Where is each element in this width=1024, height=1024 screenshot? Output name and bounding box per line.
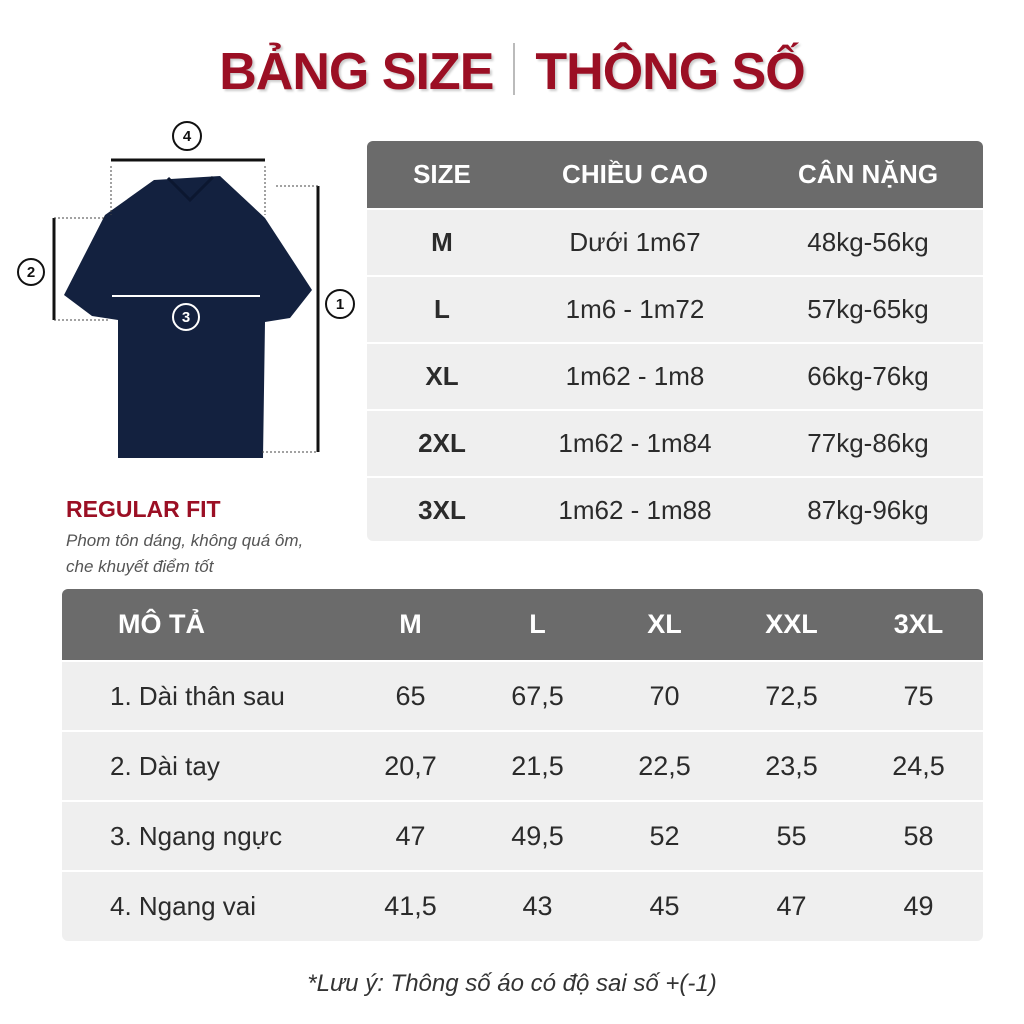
spec-row: 1. Dài thân sau 65 67,5 70 72,5 75 [62,660,983,730]
size-table: SIZE CHIỀU CAO CÂN NẶNG M Dưới 1m67 48kg-5… [367,141,983,541]
marker-2: 2 [17,258,45,286]
spec-value: 43 [522,890,553,921]
fit-name: REGULAR FIT [66,496,221,522]
header-cell: XXL [765,609,818,639]
polo-shirt-image [64,176,312,458]
size-cell: 57kg-65kg [807,294,929,324]
spec-value: 47 [395,820,426,851]
page-title: BẢNG SIZE THÔNG SỐ [0,42,1024,102]
fit-description: Phom tôn dáng, không quá ôm, che khuyết đ… [66,528,366,580]
header-cell: MÔ TẢ [118,609,205,639]
spec-value: 72,5 [765,680,818,711]
size-cell: 66kg-76kg [807,361,929,391]
size-cell: 48kg-56kg [807,227,929,257]
fit-desc-line: Phom tôn dáng, không quá ôm, [66,531,304,550]
spec-value: 65 [395,680,426,711]
marker-1: 1 [325,289,355,319]
spec-value: 47 [776,890,807,921]
spec-label: 2. Dài tay [110,750,220,781]
size-cell: 1m62 - 1m88 [558,495,712,525]
size-cell: M [431,227,453,257]
tolerance-note: *Lưu ý: Thông số áo có độ sai số +(-1) [307,970,717,997]
size-cell: 2XL [418,428,466,458]
spec-value: 52 [649,820,680,851]
spec-value: 22,5 [638,750,691,781]
size-cell: Dưới 1m67 [569,227,701,257]
size-cell: L [434,294,450,324]
fit-desc-line: che khuyết điểm tốt [66,557,214,576]
spec-value: 75 [903,680,934,711]
spec-value: 70 [649,680,680,711]
size-cell: 1m62 - 1m8 [565,361,705,391]
spec-value: 41,5 [384,890,437,921]
size-cell: 3XL [418,495,466,525]
spec-table: MÔ TẢ M L XL XXL 3XL 1. Dài thân sau 65 67… [62,589,983,941]
header-cell: 3XL [893,609,944,639]
svg-text:3: 3 [182,309,190,326]
spec-value: 55 [776,820,807,851]
size-row: XL 1m62 - 1m8 66kg-76kg [367,342,983,409]
marker-4: 4 [172,121,202,151]
size-row: 3XL 1m62 - 1m88 87kg-96kg [367,476,983,541]
title-divider [513,43,516,95]
spec-label: 4. Ngang vai [110,890,256,921]
size-cell: 87kg-96kg [807,495,929,525]
size-row: M Dưới 1m67 48kg-56kg [367,208,983,275]
svg-text:2: 2 [27,264,35,281]
spec-value: 49 [903,890,934,921]
spec-value: 24,5 [892,750,945,781]
spec-value: 23,5 [765,750,818,781]
size-cell: 1m6 - 1m72 [565,294,705,324]
header-cell: SIZE [413,159,471,189]
spec-label: 3. Ngang ngực [110,820,283,851]
spec-value: 49,5 [511,820,564,851]
spec-table-header: MÔ TẢ M L XL XXL 3XL [62,589,983,660]
size-row: 2XL 1m62 - 1m84 77kg-86kg [367,409,983,476]
spec-value: 20,7 [384,750,437,781]
marker-3: 3 [172,303,200,331]
title-left: BẢNG SIZE [219,43,494,101]
spec-row: 4. Ngang vai 41,5 43 45 47 49 [62,870,983,940]
spec-label: 1. Dài thân sau [110,680,285,711]
header-cell: M [399,609,422,639]
spec-value: 58 [903,820,934,851]
size-row: L 1m6 - 1m72 57kg-65kg [367,275,983,342]
spec-value: 67,5 [511,680,564,711]
header-cell: L [529,609,546,639]
spec-row: 2. Dài tay 20,7 21,5 22,5 23,5 24,5 [62,730,983,800]
shirt-measurement-diagram: 4 2 3 1 [17,121,355,458]
header-cell: CHIỀU CAO [562,159,708,189]
title-right: THÔNG SỐ [535,43,805,101]
svg-text:4: 4 [183,128,192,145]
size-cell: 77kg-86kg [807,428,929,458]
spec-row: 3. Ngang ngực 47 49,5 52 55 58 [62,800,983,870]
spec-value: 21,5 [511,750,564,781]
header-cell: XL [647,609,682,639]
size-cell: XL [425,361,459,391]
size-cell: 1m62 - 1m84 [558,428,712,458]
size-table-header: SIZE CHIỀU CAO CÂN NẶNG [367,141,983,208]
spec-value: 45 [649,890,680,921]
header-cell: CÂN NẶNG [797,159,939,189]
svg-text:1: 1 [336,296,344,313]
